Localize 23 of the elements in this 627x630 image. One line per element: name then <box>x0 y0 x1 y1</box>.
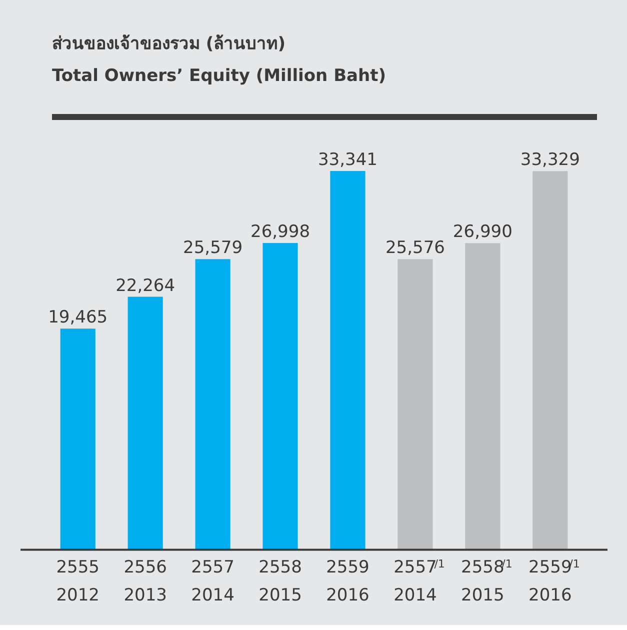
x-tick-label: 2559 2016 <box>326 558 370 606</box>
x-tick-label: 2555 2012 <box>56 558 100 606</box>
bar <box>532 171 568 550</box>
x-tick-label: 2557 2014 <box>191 558 234 606</box>
x-tick-label: 2556 2013 <box>124 558 167 606</box>
bar <box>60 328 96 550</box>
bar <box>330 170 366 550</box>
chart-title: ส่วนของเจ้าของรวม (ล้านบาท) <box>52 33 286 56</box>
data-label: 25,579 <box>183 238 243 258</box>
bar <box>398 259 433 550</box>
bar <box>465 243 500 550</box>
data-label: 33,341 <box>318 150 378 170</box>
bar <box>195 259 230 550</box>
data-label: 26,998 <box>250 222 310 242</box>
bar <box>262 243 298 550</box>
bar <box>128 296 163 550</box>
data-label: 33,329 <box>520 150 580 170</box>
data-label: 19,465 <box>48 308 108 328</box>
data-label: 26,990 <box>452 222 512 242</box>
data-label: 25,576 <box>385 238 445 258</box>
x-tick-label: 2558 2015 <box>258 558 302 606</box>
chart-subtitle: Total Owners’ Equity (Million Baht) <box>52 65 386 88</box>
data-label: 22,264 <box>116 276 176 296</box>
